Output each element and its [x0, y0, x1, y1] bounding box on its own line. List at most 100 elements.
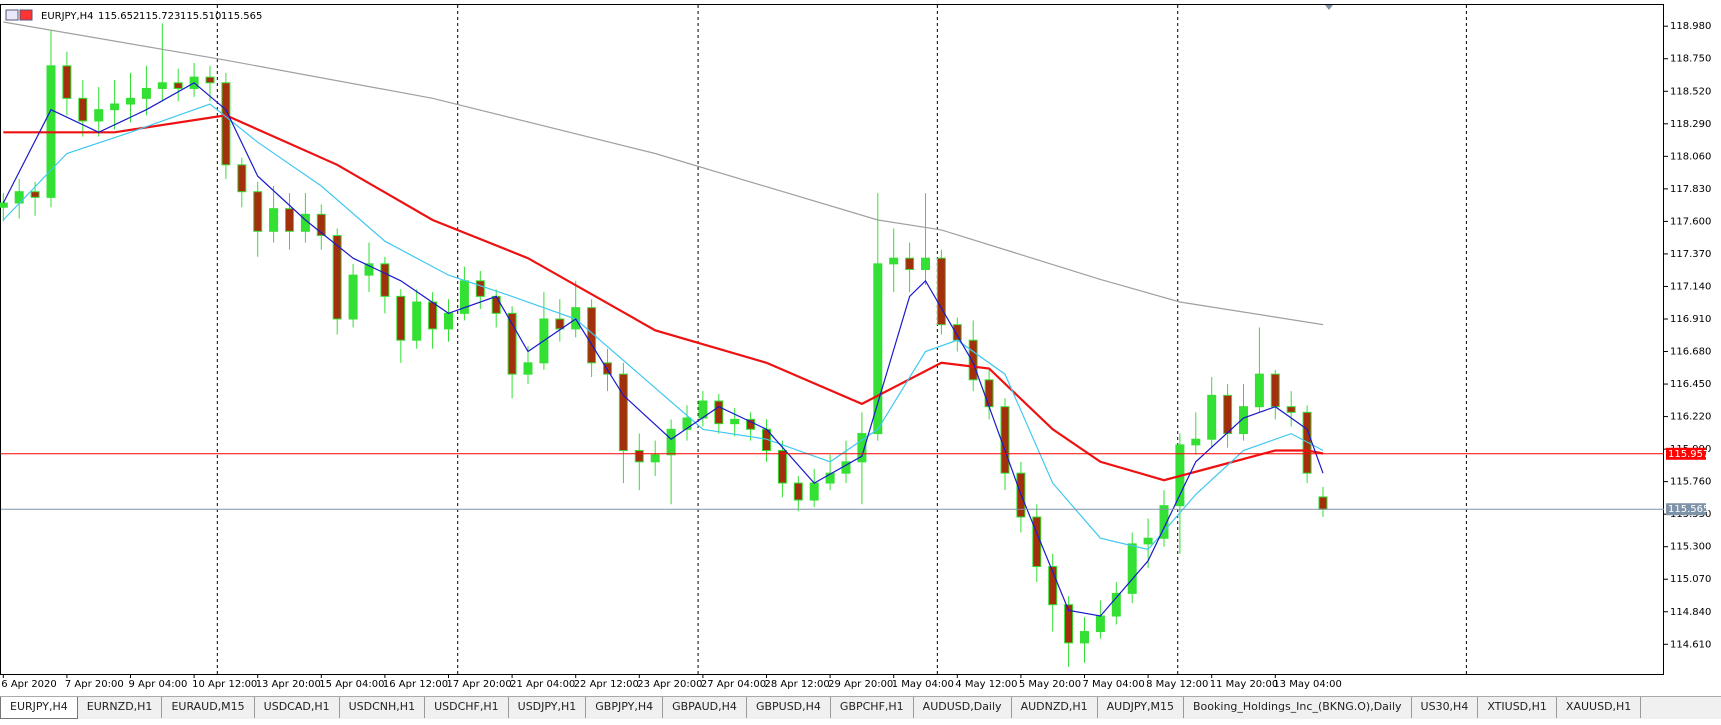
candle-body [889, 257, 899, 265]
tab[interactable]: USDJPY,H1 [509, 697, 587, 718]
tab[interactable]: USDCAD,H1 [255, 697, 340, 718]
candle-body [444, 312, 453, 330]
tab[interactable]: EURAUD,M15 [162, 697, 255, 718]
tab[interactable]: XAUUSD,H1 [1557, 697, 1642, 718]
x-tick-label: 8 May 12:00 [1146, 679, 1208, 690]
tab[interactable]: GBPJPY,H4 [586, 697, 664, 718]
tab[interactable]: US30,H4 [1412, 697, 1479, 718]
y-tick-label: 116.680 [1670, 347, 1711, 358]
price-label: 115.957 [1668, 449, 1709, 460]
moving-average [2, 103, 1324, 551]
x-tick-label: 13 Apr 20:00 [256, 679, 321, 690]
candle-body [0, 202, 8, 208]
tab[interactable]: GBPUSD,H4 [747, 697, 831, 718]
candle-body [1127, 543, 1137, 594]
tab[interactable]: GBPCHF,H1 [831, 697, 914, 718]
y-tick-label: 115.070 [1670, 574, 1711, 585]
candle-body [952, 324, 962, 341]
x-tick-label: 13 May 04:00 [1273, 679, 1342, 690]
x-tick-label: 29 Apr 20:00 [828, 679, 893, 690]
tab[interactable]: XTIUSD,H1 [1478, 697, 1557, 718]
candle-body [777, 450, 787, 484]
candle-body [396, 295, 406, 341]
y-tick-label: 114.610 [1670, 639, 1711, 650]
tab-bar: EURJPY,H4 EURNZD,H1 EURAUD,M15 USDCAD,H1 USD… [0, 696, 1721, 719]
x-tick-label: 9 Apr 04:00 [129, 679, 188, 690]
candle-body [1111, 592, 1121, 617]
candle-body [316, 213, 326, 237]
x-tick-label: 10 Apr 12:00 [192, 679, 257, 690]
candle-body [714, 400, 724, 425]
icon [5, 9, 19, 21]
candle-body [285, 208, 294, 232]
candle-body [14, 191, 24, 204]
chart: EURJPY,H4 115.652 115.723 115.510 115.56… [0, 4, 1711, 690]
candle-body [1000, 406, 1010, 474]
candle-body [1286, 406, 1296, 413]
x-tick-label: 27 Apr 04:00 [701, 679, 766, 690]
candle-body [1095, 615, 1105, 633]
candle-body [94, 109, 104, 122]
candle-body [507, 312, 517, 375]
candle-body [666, 428, 676, 456]
candle-body [873, 263, 883, 435]
symbol: EURJPY,H4 [41, 11, 94, 22]
tab[interactable]: AUDJPY,M15 [1098, 697, 1185, 718]
x-tick-label: 15 Apr 04:00 [319, 679, 384, 690]
candle-body [555, 318, 565, 330]
x-tick-label: 1 May 04:00 [892, 679, 954, 690]
candle-body [1080, 631, 1089, 644]
candle-body [110, 103, 120, 111]
candle-body [650, 454, 660, 463]
x-tick-label: 22 Apr 12:00 [574, 679, 639, 690]
tab[interactable]: Booking_Holdings_Inc_(BKNG.O),Daily [1184, 697, 1412, 718]
candle-body [1254, 373, 1264, 408]
tab[interactable]: GBPAUD,H4 [663, 697, 747, 718]
x-tick-label: 28 Apr 12:00 [765, 679, 830, 690]
x-tick-label: 6 Apr 2020 [1, 679, 56, 690]
price-label-box [1666, 447, 1706, 460]
candle-body [157, 82, 167, 89]
moving-average [2, 82, 1324, 617]
candle-body [269, 208, 279, 232]
candle-body [682, 417, 692, 430]
candle-body [348, 274, 358, 320]
y-tick-label: 117.370 [1670, 249, 1711, 260]
candle-body [905, 257, 915, 270]
tab[interactable]: EURNZD,H1 [78, 697, 163, 718]
candle-body [380, 263, 390, 297]
tab[interactable]: USDCHF,H1 [425, 697, 509, 718]
y-tick-label: 118.520 [1670, 86, 1711, 97]
candle-body [205, 76, 215, 84]
candle-body [825, 472, 835, 484]
plot-frame [0, 4, 1664, 675]
shift-marker [1325, 5, 1333, 10]
y-tick-label: 117.140 [1670, 281, 1711, 292]
candle-body [491, 295, 501, 314]
candle-body [30, 191, 40, 198]
ohlc-open: 115.652 [98, 11, 139, 22]
candle-body [78, 97, 88, 122]
candle-body [1223, 394, 1233, 435]
candle-body [1318, 496, 1328, 510]
candle-body [1191, 438, 1201, 446]
candle-body [1048, 566, 1058, 606]
candle-body [412, 301, 422, 341]
y-tick-label: 116.910 [1670, 314, 1711, 325]
tab[interactable]: AUDUSD,Daily [914, 697, 1012, 718]
candle-body [1064, 604, 1074, 644]
candle-body [221, 82, 231, 166]
candle-body [62, 65, 72, 99]
x-tick-label: 5 May 20:00 [1019, 679, 1081, 690]
moving-average [3, 114, 1324, 482]
candle-body [857, 433, 867, 463]
candle-body [523, 362, 533, 375]
y-tick-label: 116.450 [1670, 379, 1711, 390]
x-tick-label: 7 May 04:00 [1083, 679, 1145, 690]
candle-body [475, 280, 485, 297]
tab[interactable]: EURJPY,H4 [0, 697, 78, 719]
tab[interactable]: AUDNZD,H1 [1012, 697, 1098, 718]
y-tick-label: 118.060 [1670, 151, 1711, 162]
y-tick-label: 117.600 [1670, 216, 1711, 227]
tab[interactable]: USDCNH,H1 [340, 697, 426, 718]
